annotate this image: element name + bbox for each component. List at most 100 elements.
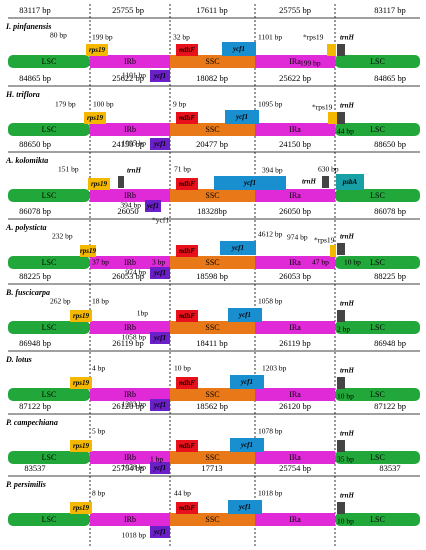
region-label: LSC (42, 191, 57, 200)
gene-box (222, 42, 256, 56)
gene-box (150, 526, 170, 538)
region-label: LSC (370, 453, 385, 462)
region-length: 88650 bp (19, 139, 51, 149)
gene-box (88, 178, 110, 190)
region-bar (335, 123, 420, 136)
region-label: LSC (42, 125, 57, 134)
bp-note: 1018 bp (122, 531, 147, 540)
bp-note: 974 bp (287, 233, 308, 242)
species-row: 87122 bp 26120 bp 18562 bp 26120 bp 87122 bp… (6, 401, 420, 474)
gene-box (150, 267, 170, 279)
region-bar (255, 451, 335, 464)
region-label: LSC (370, 191, 385, 200)
gene-box (330, 245, 336, 257)
region-bar (335, 513, 420, 526)
region-bar (335, 388, 420, 401)
bp-note: 1101 bp (258, 33, 282, 42)
bp-note: 3 bp (152, 258, 165, 267)
region-length: 25755 bp (112, 5, 144, 15)
gene-label: ycf1 (153, 401, 166, 409)
bp-note: 47 bp (312, 258, 329, 267)
bp-note: *rps19 (312, 103, 333, 112)
region-length: 83537 (24, 463, 45, 473)
region-length: 25754 bp (112, 463, 144, 473)
gene-label: trnH (340, 367, 355, 375)
gene-box (70, 377, 92, 389)
region-bar (90, 388, 170, 401)
species-row: 83117 bp 25755 bp 17611 bp 25755 bp 83117 bp… (5, 5, 420, 82)
region-length: 18411 bp (196, 338, 228, 348)
gene-box (176, 310, 198, 322)
region-label: LSC (370, 57, 385, 66)
region-label: LSC (370, 390, 385, 399)
bp-note: 630 bp (318, 165, 339, 174)
region-bar (335, 451, 420, 464)
region-bar (335, 321, 420, 334)
region-length: 25622 bp (279, 73, 311, 83)
region-label: SSC (205, 390, 219, 399)
region-length: 86948 bp (374, 338, 406, 348)
bp-note: 10 bp (337, 517, 354, 526)
region-length: 24150 bp (112, 139, 144, 149)
region-label: SSC (205, 191, 219, 200)
gene-box (70, 502, 92, 514)
bp-note: 1203 bp (122, 400, 147, 409)
region-length: 83117 bp (19, 5, 51, 15)
region-label: LSC (42, 57, 57, 66)
bp-note: 1095 bp (258, 100, 283, 109)
species-row: 84865 bp 25622 bp 18082 bp 25622 bp 84865 bp… (5, 73, 420, 150)
region-length: 17611 bp (196, 5, 228, 15)
region-length: 88225 bp (19, 271, 51, 281)
bp-note: *ycf1 (152, 216, 169, 225)
region-bar (90, 256, 170, 269)
gene-label: rps19 (73, 312, 89, 320)
gene-label: rps19 (91, 180, 107, 188)
gene-box (230, 438, 264, 452)
region-length: 26119 bp (112, 338, 144, 348)
gene-box (337, 502, 345, 514)
region-length: 26050 bp (279, 206, 311, 216)
region-bar (255, 321, 335, 334)
region-length: 18562 bp (196, 401, 228, 411)
region-bar (8, 256, 90, 269)
region-bar (8, 123, 90, 136)
region-length: 25755 bp (279, 5, 311, 15)
gene-box (322, 176, 329, 188)
gene-label: trnH (340, 492, 355, 500)
region-bar (8, 513, 90, 526)
region-length: 86948 bp (19, 338, 51, 348)
region-bar (335, 189, 420, 202)
region-bar (90, 189, 170, 202)
region-label: IRa (289, 390, 301, 399)
region-length: 84865 bp (374, 73, 406, 83)
gene-label: rps19 (89, 46, 105, 54)
region-length: 26053 bp (279, 271, 311, 281)
gene-label: ycf1 (153, 140, 166, 148)
region-bar (170, 513, 255, 526)
gene-box (228, 308, 262, 322)
region-label: IRb (124, 191, 136, 200)
region-bar (8, 388, 90, 401)
gene-label: ndhF (179, 180, 195, 188)
region-length: 26120 bp (112, 401, 144, 411)
bp-note: 10 bp (344, 258, 361, 267)
gene-box (230, 375, 264, 389)
bp-note: 1203 bp (262, 364, 287, 373)
gene-label: ndhF (179, 46, 195, 54)
region-label: IRb (124, 390, 136, 399)
species-row: 88650 bp 24150 bp 20477 bp 24150 bp 88650 bp… (5, 139, 420, 212)
gene-label: trnH (302, 178, 317, 186)
region-length: 26120 bp (279, 401, 311, 411)
species-row: 86078 bp 26050 18328bp 26050 bp 86078 bp A. p… (5, 206, 420, 279)
region-bar (255, 513, 335, 526)
gene-box (337, 112, 345, 124)
gene-label: ndhF (179, 379, 195, 387)
region-bar (255, 256, 335, 269)
region-label: IRa (289, 57, 301, 66)
bp-note: *rps19 (303, 33, 324, 42)
gene-label: ycf1 (243, 179, 256, 187)
bp-note: 4612 bp (258, 230, 283, 239)
region-bar (255, 123, 335, 136)
bp-note: 1058 bp (258, 297, 283, 306)
